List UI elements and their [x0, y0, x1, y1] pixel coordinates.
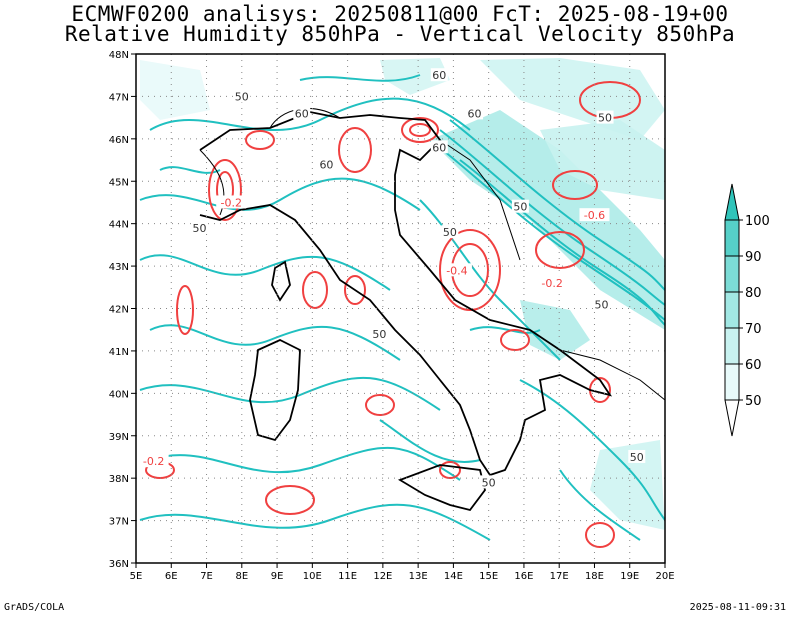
velocity-contour-label: -0.6 [584, 209, 605, 222]
colorbar-segment [724, 255, 740, 293]
colorbar-label: 60 [745, 358, 762, 373]
latitude-axis: 36N 37N 38N 39N 40N 41N 42N 43N 44N 45N 46N 47N 48N [109, 50, 136, 570]
humidity-contour-label: 50 [443, 226, 457, 239]
humidity-contour-label: 50 [513, 201, 527, 214]
velocity-contour-label: -0.2 [220, 196, 241, 209]
humidity-contour-label: 60 [295, 107, 309, 120]
lat-lon-grid [136, 54, 665, 563]
humidity-contour-label-bg [441, 225, 459, 239]
colorbar-segment [724, 219, 740, 257]
colorbar-label: 100 [745, 214, 770, 229]
velocity-contour-label-bg [138, 454, 169, 468]
humidity-contour-label: 50 [235, 90, 249, 103]
humidity-contour-label: 60 [319, 158, 333, 171]
lat-tick-label: 43N [109, 262, 129, 273]
lat-tick-label: 36N [109, 559, 129, 570]
colorbar: 50 60 70 80 90 100 [724, 183, 770, 437]
lon-tick-label: 6E [165, 571, 178, 582]
lon-tick-label: 16E [514, 571, 533, 582]
longitude-axis: 5E 6E 7E 8E 9E 10E 11E 12E 13E 14E 15E 16E 17E 18E 19E… [130, 563, 675, 582]
velocity-contour-label-bg [216, 195, 247, 209]
velocity-contour-labels: -0.2 -0.6 -0.4 -0.2 -0.2 [138, 195, 610, 468]
lon-tick-label: 14E [444, 571, 463, 582]
humidity-contour-label: 60 [432, 141, 446, 154]
lat-tick-label: 44N [109, 220, 129, 231]
lat-tick-label: 39N [109, 432, 129, 443]
lon-tick-label: 7E [200, 571, 213, 582]
humidity-contour-label-bg [480, 475, 498, 489]
humidity-contour-label-bg [466, 106, 484, 120]
lat-tick-label: 37N [109, 517, 129, 528]
humidity-contour-label-bg [511, 199, 529, 213]
humidity-contour-label-bg [430, 140, 448, 154]
humidity-contour-label: 60 [432, 69, 446, 82]
humidity-contour-label: 50 [372, 328, 386, 341]
colorbar-label: 70 [745, 322, 762, 337]
humidity-contour-label-bg [293, 106, 311, 120]
lat-tick-label: 41N [109, 347, 129, 358]
humidity-contour-label: 50 [482, 476, 496, 489]
lat-tick-label: 48N [109, 50, 129, 61]
velocity-contour-label: -0.2 [143, 455, 164, 468]
humidity-contour-label: 60 [468, 107, 482, 120]
map-title: ECMWF0200 analisys: 20250811@00 FcT: 202… [71, 2, 729, 26]
lat-tick-label: 42N [109, 305, 129, 316]
humidity-contour-label-bg [317, 157, 335, 171]
humidity-contour-label-bg [593, 297, 611, 311]
colorbar-label: 80 [745, 286, 762, 301]
lat-tick-label: 40N [109, 389, 129, 400]
velocity-contour-label-bg [441, 263, 472, 277]
humidity-contour-label-bg [430, 68, 448, 82]
lon-tick-label: 17E [550, 571, 569, 582]
lat-tick-label: 38N [109, 474, 129, 485]
colorbar-segment [724, 327, 740, 365]
humidity-contour-label: 50 [595, 298, 609, 311]
lon-tick-label: 8E [235, 571, 248, 582]
humidity-contour-label: 50 [630, 451, 644, 464]
lat-tick-label: 45N [109, 177, 129, 188]
lon-tick-label: 12E [373, 571, 392, 582]
humidity-contour-label-bg [233, 89, 251, 103]
velocity-contour-label: -0.4 [446, 264, 467, 277]
colorbar-label: 50 [745, 394, 762, 409]
humidity-contour-label: 50 [598, 112, 612, 125]
lon-tick-label: 9E [271, 571, 284, 582]
velocity-contour-label-bg [537, 276, 568, 290]
humidity-contour-label: 50 [192, 222, 206, 235]
humidity-contour-label-bg [596, 110, 614, 124]
colorbar-low-extension [724, 399, 740, 437]
lon-tick-label: 20E [655, 571, 674, 582]
lat-tick-label: 47N [109, 92, 129, 103]
velocity-contour-label-bg [579, 208, 610, 222]
colorbar-segment [724, 291, 740, 329]
colorbar-high-extension [724, 183, 740, 221]
lon-tick-label: 10E [303, 571, 322, 582]
generation-timestamp: 2025-08-11-09:31 [689, 602, 786, 613]
colorbar-segment [724, 363, 740, 401]
lon-tick-label: 11E [338, 571, 357, 582]
humidity-contour-label-bg [370, 326, 388, 340]
map-subtitle: Relative Humidity 850hPa - Vertical Velo… [64, 22, 736, 46]
velocity-contour-label: -0.2 [541, 277, 562, 290]
lon-tick-label: 19E [620, 571, 639, 582]
colorbar-label: 90 [745, 250, 762, 265]
lat-tick-label: 46N [109, 135, 129, 146]
humidity-contour-label-bg [190, 220, 208, 234]
lon-tick-label: 18E [585, 571, 604, 582]
coastlines [199, 111, 613, 512]
software-credit: GrADS/COLA [4, 602, 65, 613]
lon-tick-label: 15E [479, 571, 498, 582]
humidity-contour-label-bg [628, 449, 646, 463]
lon-tick-label: 13E [409, 571, 428, 582]
humidity-contour-labels: 60 60 50 60 60 60 50 50 50 50 50 50 50 50 [190, 68, 646, 489]
lon-tick-label: 5E [130, 571, 143, 582]
